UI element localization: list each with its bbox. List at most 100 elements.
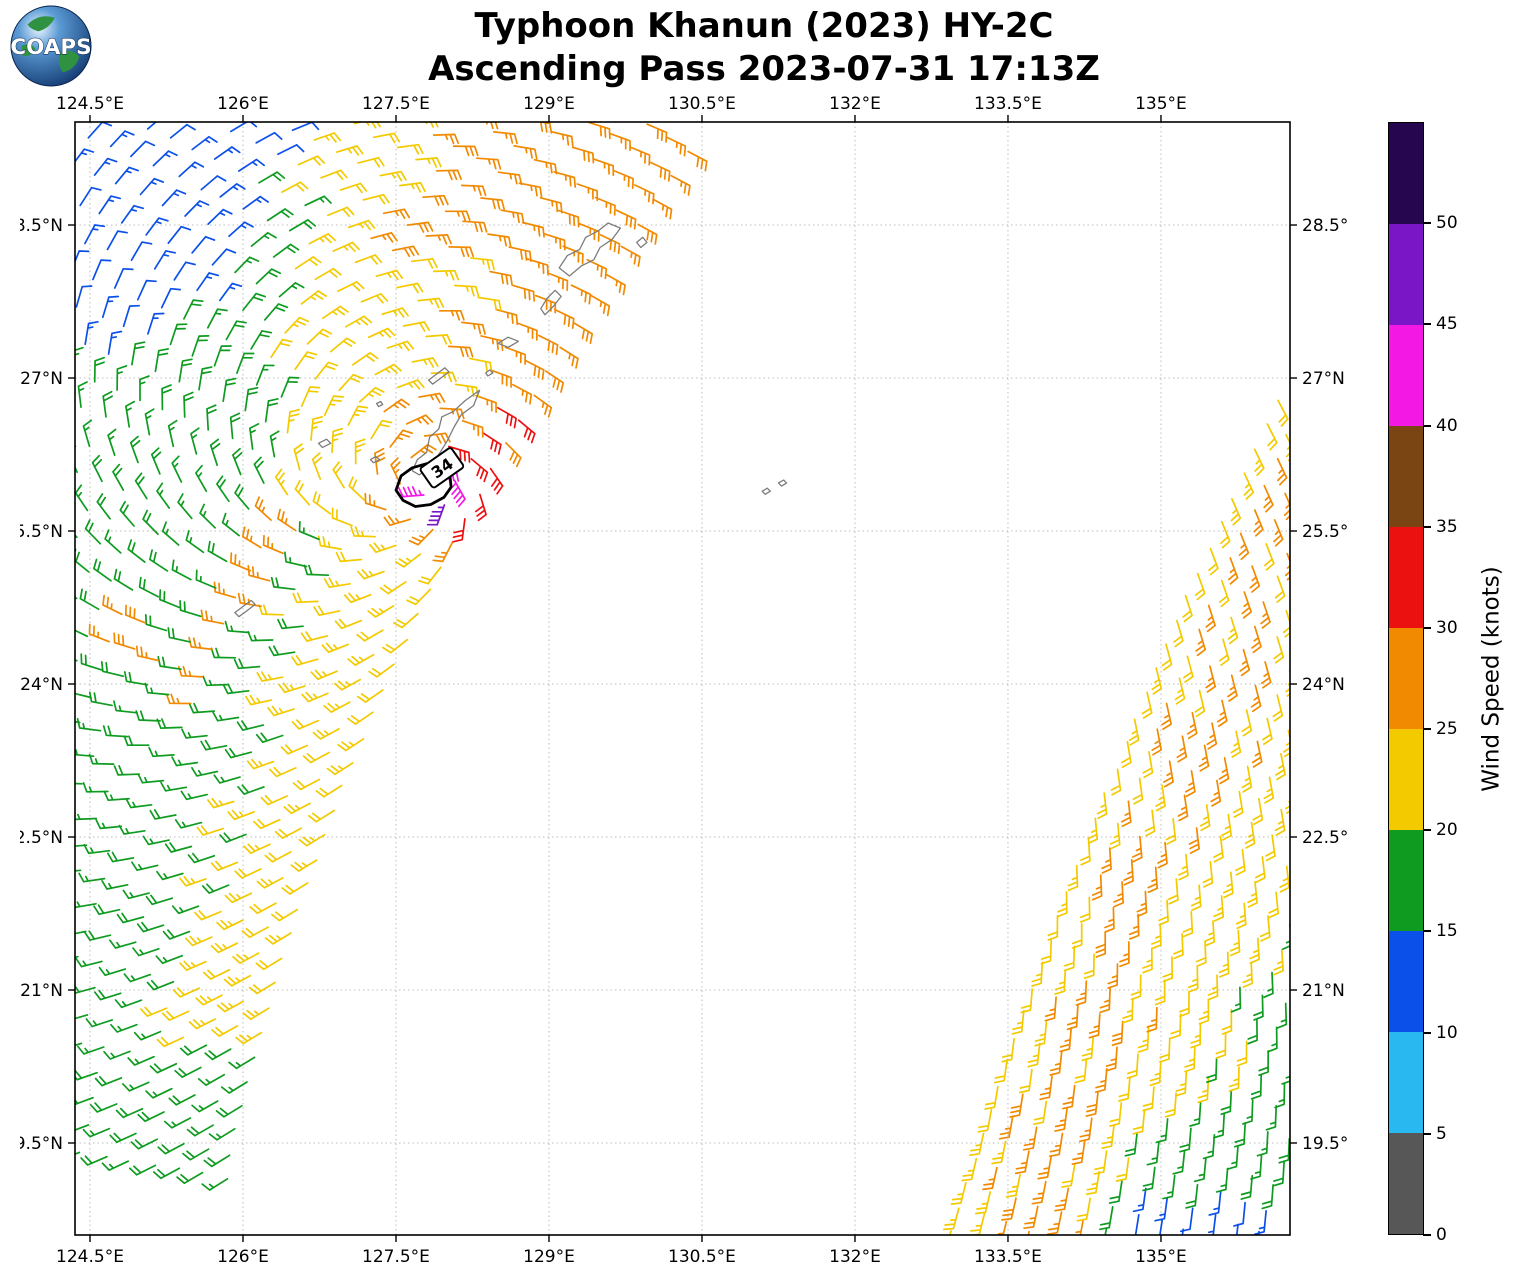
wind-barb [272,243,300,258]
wind-barb [321,642,349,654]
wind-barb [1123,858,1134,886]
wind-barb [374,363,402,376]
wind-barb [1040,938,1053,965]
wind-barb [1063,945,1076,972]
wind-barb [1239,648,1251,677]
wind-barb-field [47,122,1290,1263]
wind-barb [270,338,293,359]
wind-barb [1255,856,1266,883]
wind-barb [1178,853,1189,881]
wind-barb [163,1117,192,1129]
wind-barb [1250,1073,1263,1100]
wind-barb [392,612,419,629]
wind-barb [451,479,466,508]
wind-barb [383,515,412,527]
wind-barb [435,169,462,181]
colorbar-label: Wind Speed (knots) [1479,565,1506,792]
wind-barb [274,468,289,496]
wind-barb [475,394,497,414]
wind-barb [195,464,208,493]
wind-barb [646,123,668,143]
wind-barb [185,530,205,554]
wind-barb [1274,575,1286,603]
wind-barb [222,377,237,403]
wind-barb [497,171,523,186]
wind-barb [1274,808,1286,836]
wind-barb [1264,543,1275,571]
colorbar-tick-label: 10 [1436,1022,1458,1043]
wind-barb [102,390,114,418]
wind-barb [1184,770,1196,798]
wind-barb [1170,1013,1182,1040]
wind-barb [390,457,402,485]
wind-barb [1101,847,1112,874]
wind-barb [425,334,452,345]
wind-barb [130,1138,159,1150]
wind-barb [1155,784,1166,812]
wind-barb [1113,881,1124,908]
wind-barb [1221,813,1233,841]
logo-landmass-north [27,16,55,32]
wind-barb [171,559,192,581]
wind-barb [960,1242,975,1263]
wind-barb [267,705,295,717]
wind-barb [75,1096,94,1106]
wind-barb [553,308,575,330]
wind-barb [144,613,168,632]
wind-barb [150,447,162,475]
wind-barb [1213,1113,1226,1139]
wind-barb [1249,937,1260,964]
wind-barb [75,445,78,474]
wind-barb [1222,871,1234,899]
wind-barb [1023,1205,1039,1230]
wind-barb [358,386,385,403]
wind-barb [1272,694,1284,722]
wind-barb [1111,1020,1124,1047]
wind-barb [75,720,81,724]
wind-barb [379,581,407,595]
wind-barb [411,357,439,368]
wind-barb [47,1067,73,1076]
wind-barb [452,518,466,543]
wind-barb [247,564,271,582]
wind-barb [1164,1092,1177,1118]
wind-barb [255,364,275,386]
wind-barb [89,1102,118,1113]
colorbar-tickmark [1423,1031,1431,1034]
wind-barb [266,208,294,222]
wind-barb [588,122,611,140]
wind-barb [113,568,134,591]
wind-barb [475,157,502,170]
wind-barb [391,245,420,258]
wind-barb [161,384,172,411]
y-tick-label-left: 19.5°N [20,1134,63,1154]
wind-barb [1078,1117,1093,1143]
wind-barb [1115,1157,1130,1182]
wind-barb [1283,729,1290,758]
wind-barb [425,234,452,245]
wind-barb [1210,779,1222,807]
wind-barb [343,592,372,604]
wind-barb [1137,1027,1150,1053]
wind-barb [178,161,205,178]
wind-barb [82,419,93,447]
wind-barb [255,268,282,285]
wind-barb [291,122,320,132]
wind-barb [96,493,111,520]
wind-barb [1195,628,1207,657]
wind-barb [609,132,631,152]
wind-barb [432,133,460,145]
wind-barb [135,645,160,662]
wind-barb [247,630,274,642]
wind-barb [1259,915,1271,942]
wind-barb [1184,1046,1196,1073]
wind-barb-map: 34124.5°E124.5°E126°E126°E127.5°E127.5°E… [20,95,1350,1264]
wind-barb [313,605,341,617]
wind-barb [448,246,475,258]
wind-barb [1075,1219,1085,1235]
wind-barb [160,781,188,792]
wind-barb [1185,1183,1199,1209]
wind-barb [353,122,381,129]
wind-barb [291,655,319,666]
wind-barb [116,365,128,391]
